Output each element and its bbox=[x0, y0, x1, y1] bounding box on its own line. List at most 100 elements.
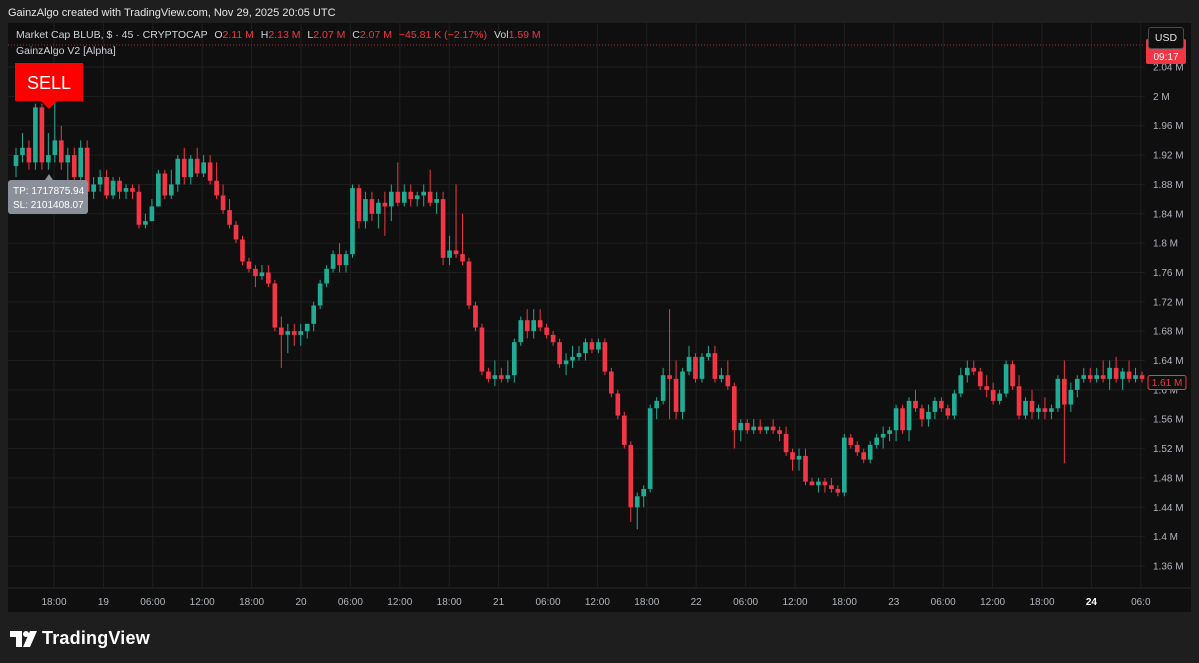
candle-body bbox=[181, 158, 187, 178]
candle-body bbox=[1133, 375, 1138, 379]
candle-body bbox=[505, 375, 511, 379]
candle-body bbox=[1120, 371, 1125, 379]
price-tick-label: 2 M bbox=[1153, 92, 1170, 103]
candle-body bbox=[427, 191, 433, 203]
candle-body bbox=[1055, 378, 1061, 409]
sell-signal[interactable]: SELL bbox=[15, 63, 83, 109]
candle-body bbox=[376, 202, 381, 214]
candle-body bbox=[829, 485, 834, 489]
candle-body bbox=[317, 283, 323, 306]
price-tick-label: 1.64 M bbox=[1153, 356, 1184, 367]
candle-body bbox=[246, 261, 252, 269]
price-tick-label: 1.92 M bbox=[1153, 151, 1184, 162]
candle-body bbox=[835, 488, 841, 493]
time-tick-label: 18:00 bbox=[41, 597, 66, 608]
candle-body bbox=[1113, 367, 1119, 379]
candle-body bbox=[699, 356, 705, 379]
candle-body bbox=[395, 191, 401, 203]
candle-body bbox=[65, 155, 71, 163]
candle-body bbox=[162, 173, 168, 196]
time-tick-label: 12:00 bbox=[190, 597, 215, 608]
time-tick-label: 18:00 bbox=[239, 597, 264, 608]
time-tick-label: 12:00 bbox=[782, 597, 807, 608]
price-tick-label: 1.6 M bbox=[1153, 385, 1178, 396]
candle-body bbox=[123, 188, 129, 192]
price-tick-label: 1.36 M bbox=[1153, 561, 1184, 572]
price-tick-label: 1.8 M bbox=[1153, 239, 1178, 250]
symbol-title: Market Cap BLUB, $ · 45 · CRYPTOCAP bbox=[16, 29, 208, 41]
candle-body bbox=[887, 430, 892, 434]
time-tick-label: 12:00 bbox=[980, 597, 1005, 608]
candle-body bbox=[628, 444, 634, 508]
candle-body bbox=[46, 155, 51, 163]
candle-body bbox=[343, 254, 349, 266]
time-tick-label: 24 bbox=[1086, 597, 1098, 608]
candle-body bbox=[893, 408, 899, 431]
candles bbox=[13, 89, 1145, 530]
top-price-tag-timer: 09:17 bbox=[1153, 52, 1178, 63]
candle-body bbox=[939, 400, 944, 409]
candle-body bbox=[253, 268, 258, 277]
time-tick-label: 12:00 bbox=[387, 597, 412, 608]
candle-body bbox=[259, 272, 265, 277]
candle-body bbox=[796, 455, 802, 460]
candle-body bbox=[447, 250, 452, 258]
candle-body bbox=[654, 400, 659, 409]
candle-body bbox=[964, 367, 970, 376]
candle-body bbox=[39, 107, 45, 163]
candle-body bbox=[576, 353, 582, 357]
candle-body bbox=[777, 430, 782, 434]
candle-body bbox=[854, 444, 860, 453]
chart-panel[interactable]: 2.04 M 2 M 1.96 M 1.92 M 1.88 M 1.84 M 1.8 M 1.… bbox=[8, 23, 1191, 612]
candle-body bbox=[278, 327, 284, 335]
candle-body bbox=[26, 147, 32, 163]
time-tick-label: 22 bbox=[691, 597, 703, 608]
candle-body bbox=[958, 375, 964, 394]
time-tick-label: 18:00 bbox=[634, 597, 659, 608]
time-tick-label: 18:00 bbox=[437, 597, 462, 608]
candle-body bbox=[667, 375, 672, 379]
candle-body bbox=[434, 199, 439, 203]
price-tick-label: 1.84 M bbox=[1153, 209, 1184, 220]
candle-body bbox=[583, 342, 588, 354]
candle-body bbox=[563, 360, 569, 365]
candle-body bbox=[518, 320, 524, 343]
tradingview-logo-icon bbox=[10, 630, 37, 647]
candle-body bbox=[673, 378, 679, 412]
price-tick-label: 2.04 M bbox=[1153, 63, 1184, 74]
chart-legend: Market Cap BLUB, $ · 45 · CRYPTOCAP O2.1… bbox=[16, 29, 541, 57]
time-tick-label: 12:00 bbox=[585, 597, 610, 608]
currency-button[interactable]: USD bbox=[1148, 27, 1184, 49]
candle-body bbox=[725, 375, 731, 387]
candle-body bbox=[783, 433, 789, 453]
candle-body bbox=[1062, 378, 1067, 405]
price-tick-label: 1.72 M bbox=[1153, 297, 1184, 308]
price-chart[interactable]: 2.04 M 2 M 1.96 M 1.92 M 1.88 M 1.84 M 1.8 M 1.… bbox=[8, 23, 1191, 612]
candle-body bbox=[97, 177, 103, 185]
candle-body bbox=[1049, 408, 1054, 412]
price-tick-label: 1.52 M bbox=[1153, 444, 1184, 455]
candle-body bbox=[298, 331, 304, 335]
candle-body bbox=[537, 320, 543, 328]
candle-body bbox=[647, 408, 653, 489]
candle-body bbox=[1042, 408, 1048, 412]
candle-body bbox=[479, 327, 485, 372]
candle-body bbox=[266, 272, 271, 284]
candle-body bbox=[790, 452, 795, 460]
candle-body bbox=[1003, 364, 1009, 394]
time-tick-label: 19 bbox=[98, 597, 110, 608]
candle-body bbox=[175, 158, 181, 185]
time-tick-label: 21 bbox=[493, 597, 505, 608]
candle-body bbox=[214, 180, 219, 196]
candle-body bbox=[350, 188, 355, 255]
candle-body bbox=[803, 455, 808, 482]
candle-body bbox=[1023, 400, 1028, 416]
candle-body bbox=[499, 375, 504, 379]
price-tick-label: 1.88 M bbox=[1153, 180, 1184, 191]
time-tick-label: 06:00 bbox=[535, 597, 560, 608]
candle-body bbox=[33, 107, 38, 163]
candle-body bbox=[201, 162, 206, 174]
candle-body bbox=[841, 437, 847, 493]
candle-body bbox=[919, 408, 925, 420]
candle-body bbox=[731, 386, 737, 431]
